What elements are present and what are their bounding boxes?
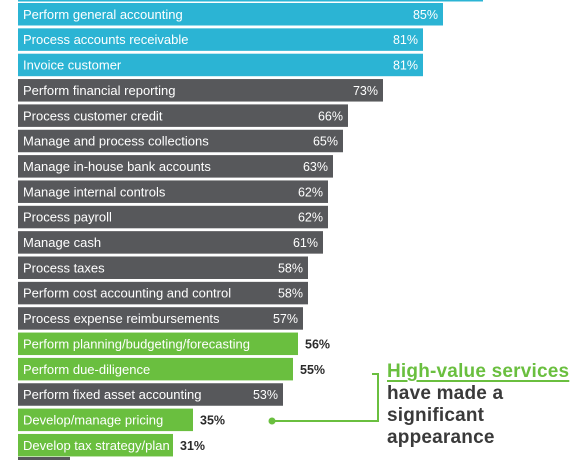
bar: [18, 104, 348, 127]
bar: [18, 332, 298, 356]
category-label: Develop/manage pricing: [23, 412, 163, 427]
value-label: 61%: [293, 236, 318, 250]
value-label: 31%: [180, 439, 205, 453]
bar: [18, 155, 333, 178]
callout-text: High-value services have made a signific…: [387, 361, 571, 449]
bar: [18, 205, 328, 229]
bar: [18, 383, 283, 406]
value-label: 58%: [278, 261, 303, 275]
value-label: 57%: [273, 312, 298, 326]
category-label: Perform cost accounting and control: [23, 286, 231, 301]
value-label: 73%: [353, 84, 378, 98]
value-label: 81%: [393, 59, 418, 73]
value-label: 56%: [305, 337, 330, 351]
category-label: Manage internal controls: [23, 184, 166, 199]
value-label: 58%: [278, 287, 303, 301]
value-label: 63%: [303, 160, 328, 174]
bar-cropped-top: [18, 0, 483, 2]
bar: [18, 53, 423, 77]
category-label: Perform general accounting: [23, 7, 183, 22]
bar: [18, 79, 383, 102]
category-label: Invoice customer: [23, 58, 122, 73]
category-label: Perform fixed asset accounting: [23, 387, 201, 402]
category-label: Manage and process collections: [23, 134, 209, 149]
bar: [18, 281, 308, 305]
bar: [18, 28, 423, 51]
category-label: Process expense reimbursements: [23, 311, 220, 326]
bar: [18, 256, 308, 279]
value-label: 62%: [298, 211, 323, 225]
category-label: Process customer credit: [23, 108, 163, 123]
bar: [18, 357, 293, 381]
callout-rest: have made a significant appearance: [387, 383, 504, 448]
category-label: Perform planning/budgeting/forecasting: [23, 336, 250, 351]
callout-highlight: High-value services: [387, 361, 570, 382]
value-label: 65%: [313, 135, 338, 149]
callout-connector: [272, 373, 379, 422]
partial-bars: [18, 0, 483, 460]
category-label: Manage in-house bank accounts: [23, 159, 211, 174]
value-label: 62%: [298, 185, 323, 199]
callout-connector-dot: [268, 417, 276, 425]
bar: [18, 307, 303, 330]
category-label: Perform due-diligence: [23, 362, 150, 377]
bar: [18, 408, 193, 432]
category-label: Process taxes: [23, 260, 105, 275]
value-label: 55%: [300, 363, 325, 377]
bar: [18, 3, 443, 26]
value-label: 85%: [413, 8, 438, 22]
value-label: 53%: [253, 388, 278, 402]
bar-cropped-bottom: [18, 457, 70, 460]
value-label: 81%: [393, 33, 418, 47]
bar: [18, 129, 343, 153]
value-label: 66%: [318, 109, 343, 123]
value-label: 35%: [200, 413, 225, 427]
bars-group: Perform general accounting 85% Process acc…: [18, 3, 443, 457]
category-label: Process payroll: [23, 210, 112, 225]
category-label: Perform financial reporting: [23, 83, 175, 98]
bar: [18, 433, 173, 457]
bar: [18, 231, 323, 254]
bar: [18, 180, 328, 203]
category-label: Manage cash: [23, 235, 101, 250]
category-label: Process accounts receivable: [23, 32, 188, 47]
category-label: Develop tax strategy/plan: [23, 438, 170, 453]
